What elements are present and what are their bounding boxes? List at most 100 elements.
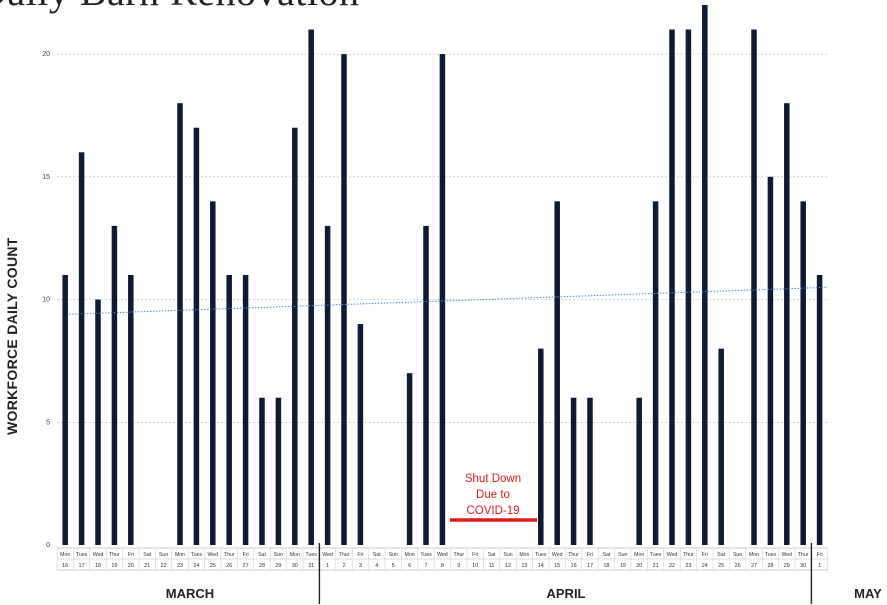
weekday-label: Tues: [306, 552, 318, 558]
weekday-label: Thur: [109, 552, 120, 558]
date-label: 9: [457, 563, 460, 569]
date-label: 23: [177, 563, 183, 569]
bar: [292, 127, 298, 546]
date-label: 29: [275, 563, 281, 569]
date-label: 18: [603, 563, 609, 569]
bar: [800, 201, 806, 545]
bar: [78, 152, 85, 546]
y-tick-label: 0: [46, 542, 50, 549]
weekday-label: Sat: [603, 552, 611, 558]
weekday-label: Sun: [503, 552, 512, 558]
weekday-label: Mon: [290, 552, 300, 558]
bar: [406, 373, 413, 545]
bar: [324, 225, 331, 545]
weekday-label: Thur: [683, 552, 694, 558]
weekday-label: Fri: [243, 552, 249, 558]
date-label: 22: [161, 563, 167, 569]
bar: [538, 348, 544, 545]
date-label: 29: [784, 563, 790, 569]
bar: [357, 324, 364, 545]
bar: [423, 225, 429, 545]
date-label: 3: [359, 563, 362, 569]
date-label: 25: [210, 563, 216, 569]
weekday-label: Mon: [175, 552, 185, 558]
date-label: 10: [472, 563, 478, 569]
month-label: MAY: [854, 586, 882, 601]
bar: [702, 5, 708, 545]
bar: [242, 275, 249, 545]
annotation-text: Due to: [476, 489, 510, 501]
weekday-label: Wed: [782, 552, 793, 558]
date-label: 2: [342, 563, 345, 569]
date-label: 7: [424, 563, 427, 569]
date-label: 21: [144, 563, 150, 569]
date-label: 15: [554, 563, 560, 569]
bar: [193, 127, 200, 546]
weekday-label: Sun: [389, 552, 398, 558]
bar: [636, 397, 642, 545]
y-tick-label: 15: [42, 174, 50, 181]
bar: [767, 176, 774, 545]
date-label: 14: [538, 563, 544, 569]
weekday-label: Thur: [453, 552, 464, 558]
date-label: 22: [669, 563, 675, 569]
weekday-label: Sat: [143, 552, 151, 558]
annotation-text: Shut Down: [465, 473, 521, 485]
date-label: 1: [818, 563, 821, 569]
date-label: 11: [489, 563, 495, 569]
date-label: 5: [392, 563, 395, 569]
bar: [210, 201, 216, 545]
date-label: 31: [308, 563, 314, 569]
chart-title: Daily Barn Renovation: [0, 0, 360, 15]
weekday-label: Fri: [587, 552, 593, 558]
date-label: 20: [636, 563, 642, 569]
date-label: 19: [111, 563, 117, 569]
date-label: 30: [292, 563, 298, 569]
bar: [816, 275, 823, 545]
trendline: [68, 286, 828, 315]
date-label: 24: [702, 563, 708, 569]
bar: [226, 275, 232, 545]
date-label: 18: [95, 563, 101, 569]
bar: [177, 103, 183, 545]
date-label: 23: [685, 563, 691, 569]
weekday-label: Tues: [420, 552, 432, 558]
bar: [128, 275, 134, 545]
weekday-label: Fri: [817, 552, 823, 558]
date-label: 1: [326, 563, 329, 569]
weekday-label: Tues: [191, 552, 203, 558]
bar: [275, 397, 282, 545]
weekday-label: Mon: [634, 552, 644, 558]
date-label: 28: [259, 563, 265, 569]
bar: [95, 299, 101, 545]
bar: [554, 201, 560, 545]
weekday-label: Thur: [224, 552, 235, 558]
bar: [587, 397, 593, 545]
date-label: 17: [79, 563, 85, 569]
weekday-label: Wed: [552, 552, 563, 558]
date-label: 16: [571, 563, 577, 569]
weekday-label: Wed: [93, 552, 104, 558]
weekday-label: Sat: [258, 552, 266, 558]
weekday-label: Mon: [749, 552, 759, 558]
date-label: 28: [767, 563, 773, 569]
date-label: 26: [735, 563, 741, 569]
weekday-label: Sat: [717, 552, 725, 558]
weekday-label: Wed: [208, 552, 219, 558]
weekday-label: Fri: [702, 552, 708, 558]
bar: [718, 348, 724, 545]
weekday-label: Thur: [568, 552, 579, 558]
weekday-label: Sun: [733, 552, 742, 558]
date-label: 19: [620, 563, 626, 569]
weekday-label: Mon: [60, 552, 70, 558]
month-label: APRIL: [547, 586, 586, 601]
date-label: 6: [408, 563, 411, 569]
y-tick-label: 10: [42, 297, 50, 304]
bar: [685, 29, 692, 545]
weekday-label: Sun: [618, 552, 627, 558]
bar: [784, 103, 790, 545]
weekday-label: Thur: [798, 552, 809, 558]
bar: [259, 397, 265, 545]
weekday-label: Fri: [357, 552, 363, 558]
bar: [570, 397, 577, 545]
